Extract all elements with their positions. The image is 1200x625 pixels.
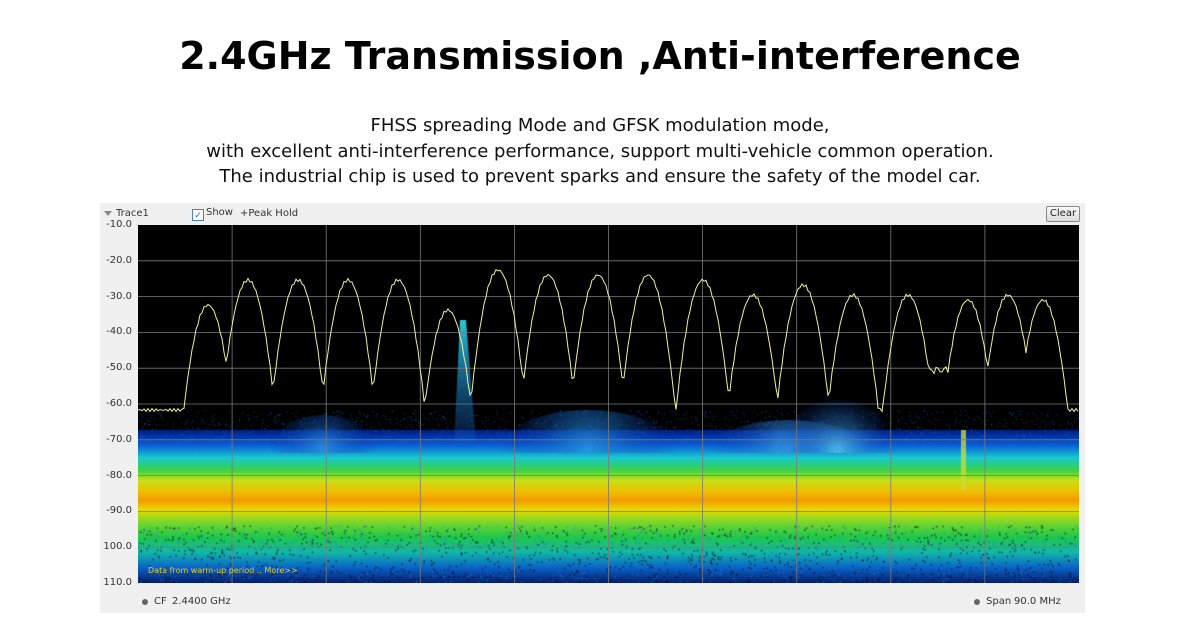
status-bar: CF 2.4400 GHz Span 90.0 MHz [100,591,1085,613]
y-tick-label: -60.0 [106,398,132,409]
show-label: Show [206,207,233,218]
y-tick-label: -10.0 [106,219,132,230]
peak-hold-option[interactable]: +Peak Hold [240,208,298,219]
y-tick-label: -20.0 [106,255,132,266]
y-tick-label: 110.0 [103,577,132,588]
y-tick-label: -90.0 [106,505,132,516]
trace-overlay [138,225,1079,583]
y-tick-label: -50.0 [106,362,132,373]
page-title: 2.4GHz Transmission ,Anti-interference [0,34,1200,78]
clear-button[interactable]: Clear [1046,206,1080,222]
show-checkbox[interactable]: ✓ [192,209,204,221]
cf-value: 2.4400 GHz [172,596,231,607]
description-line-1: FHSS spreading Mode and GFSK modulation … [0,115,1200,136]
peak-hold-trace [138,270,1078,412]
cf-label: CF [154,596,167,607]
y-tick-label: 100.0 [103,541,132,552]
y-tick-label: -70.0 [106,434,132,445]
y-tick-label: -80.0 [106,470,132,481]
spectrum-analyzer-panel: Trace1 ✓ Show +Peak Hold Clear -10.0 -20.… [100,203,1085,613]
y-axis-labels: -10.0 -20.0 -30.0 -40.0 -50.0 -60.0 -70.0 -80.0… [100,223,138,583]
y-tick-label: -30.0 [106,291,132,302]
span-icon [974,599,980,605]
warmup-more-link[interactable]: Data from warm-up period .. More>> [148,566,298,575]
description-line-2: with excellent anti-interference perform… [0,141,1200,162]
description-line-3: The industrial chip is used to prevent s… [0,166,1200,187]
y-tick-label: -40.0 [106,326,132,337]
trace-collapse-icon[interactable] [104,211,112,216]
trace-label[interactable]: Trace1 [116,208,149,219]
cf-icon [142,599,148,605]
span-value: 90.0 MHz [1014,596,1061,607]
spectrum-plot: Data from warm-up period .. More>> [138,225,1079,583]
span-label: Span [986,596,1011,607]
